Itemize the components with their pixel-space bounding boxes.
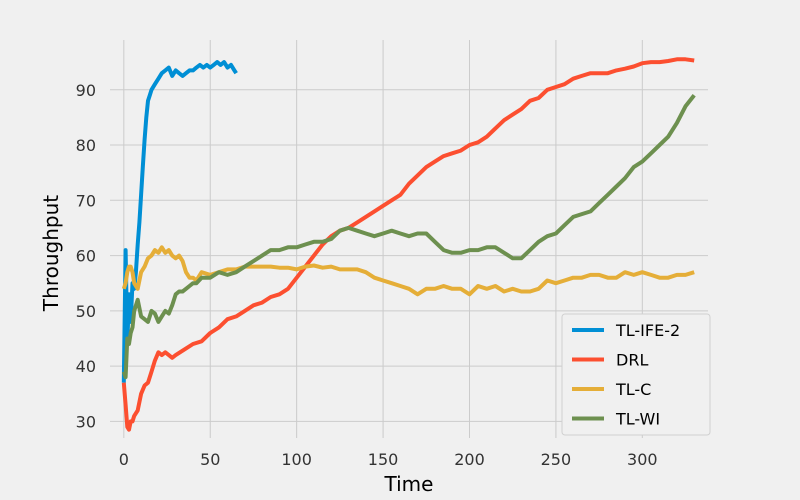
y-tick-label: 90	[76, 81, 96, 100]
y-axis-label: Throughput	[39, 195, 63, 312]
series-line-tl-ife-2	[121, 60, 238, 383]
legend-label: TL-WI	[615, 410, 660, 429]
grid	[110, 40, 708, 438]
legend-label: TL-C	[615, 380, 651, 399]
legend-box	[561, 313, 711, 436]
legend: TL-IFE-2 DRL TL-C TL-WI	[561, 313, 711, 436]
x-tick-label: 0	[119, 450, 129, 469]
x-tick-label: 50	[200, 450, 220, 469]
series-line-tl-wi	[121, 94, 696, 380]
series-lines	[121, 57, 696, 432]
legend-label: DRL	[616, 351, 648, 370]
y-tick-label: 30	[76, 412, 96, 431]
x-tick-label: 200	[454, 450, 485, 469]
x-tick-label: 100	[281, 450, 312, 469]
x-tick-label: 250	[541, 450, 572, 469]
y-tick-label: 80	[76, 136, 96, 155]
series-line-drl	[121, 57, 695, 432]
y-tick-label: 60	[76, 247, 96, 266]
tick-labels: 0 50 100 150 200 250 300 30 40 50 60 70 80 90	[76, 81, 658, 469]
y-tick-label: 40	[76, 357, 96, 376]
series-line-tl-c	[121, 245, 695, 297]
x-tick-label: 300	[627, 450, 658, 469]
y-tick-label: 50	[76, 302, 96, 321]
x-tick-label: 150	[368, 450, 399, 469]
x-axis-label: Time	[384, 472, 434, 496]
y-tick-label: 70	[76, 191, 96, 210]
legend-label: TL-IFE-2	[615, 321, 680, 340]
